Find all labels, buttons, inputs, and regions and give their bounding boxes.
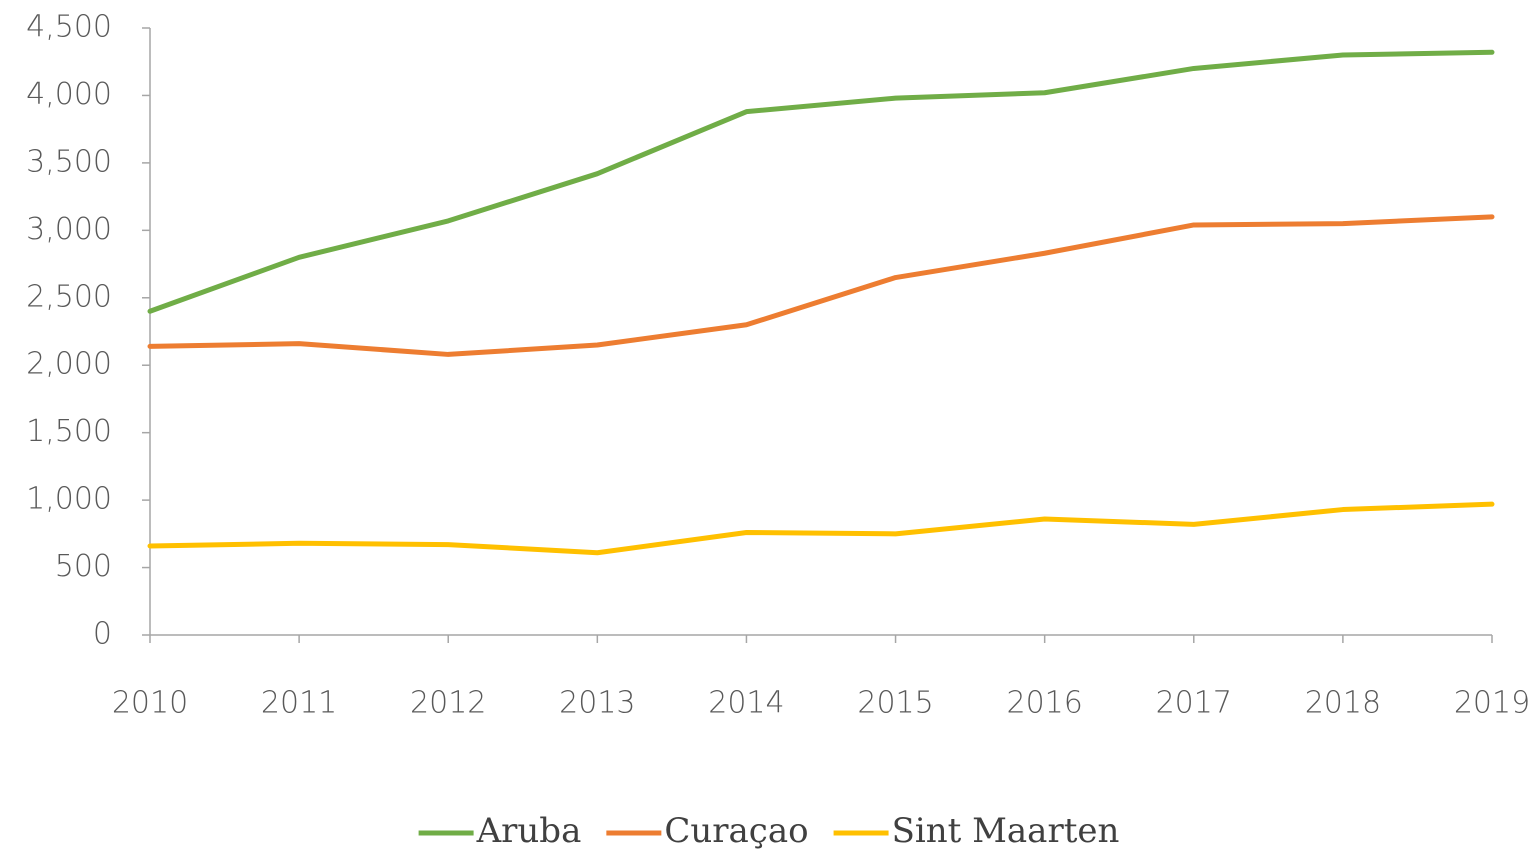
x-tick-label: 2014	[708, 686, 784, 721]
legend-label: Aruba	[476, 811, 582, 851]
y-tick-label: 500	[55, 549, 112, 584]
y-tick-label: 0	[93, 617, 112, 652]
y-tick-label: 3,000	[26, 212, 112, 247]
y-tick-label: 1,000	[26, 482, 112, 517]
x-tick-label: 2015	[857, 686, 933, 721]
x-tick-label: 2019	[1454, 686, 1530, 721]
x-tick-label: 2017	[1156, 686, 1232, 721]
x-tick-label: 2011	[261, 686, 337, 721]
y-tick-label: 4,500	[26, 10, 112, 45]
legend-label: Curaçao	[664, 811, 808, 851]
y-tick-label: 2,000	[26, 347, 112, 382]
y-tick-label: 4,000	[26, 77, 112, 112]
legend-label: Sint Maarten	[892, 811, 1120, 851]
y-tick-label: 1,500	[26, 414, 112, 449]
x-tick-label: 2013	[559, 686, 635, 721]
y-tick-label: 3,500	[26, 144, 112, 179]
x-tick-label: 2016	[1006, 686, 1082, 721]
series-line	[147, 49, 1495, 314]
x-tick-label: 2018	[1305, 686, 1381, 721]
series-line	[147, 214, 1495, 357]
series-line	[147, 501, 1495, 556]
y-tick-label: 2,500	[26, 279, 112, 314]
x-tick-label: 2010	[112, 686, 188, 721]
x-tick-label: 2012	[410, 686, 486, 721]
